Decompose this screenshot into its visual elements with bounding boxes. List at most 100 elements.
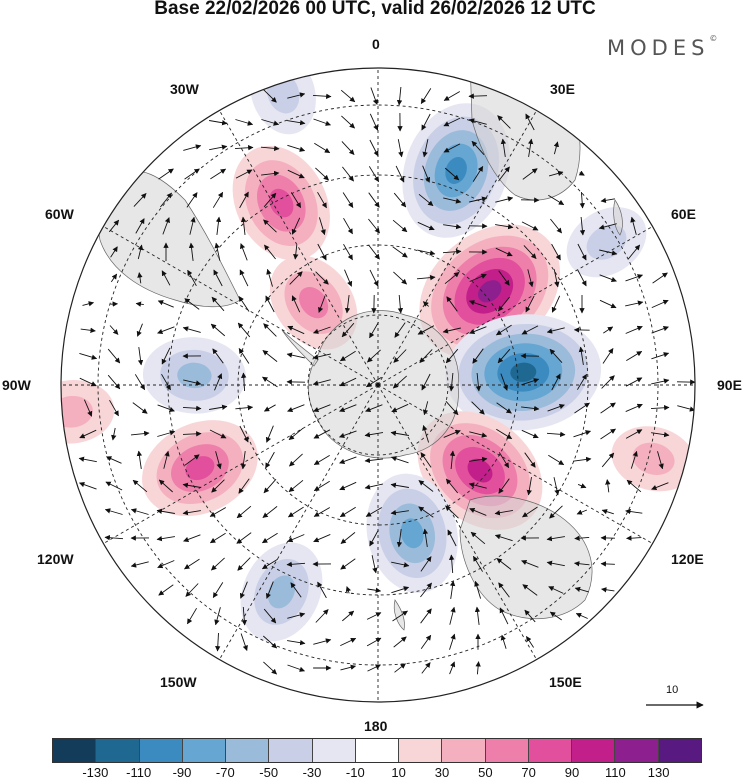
wind-vector xyxy=(442,327,461,334)
wind-vector xyxy=(187,607,197,625)
wind-vector xyxy=(215,216,222,235)
wind-vector xyxy=(420,582,432,598)
anomaly-contour xyxy=(477,280,502,303)
wind-vector xyxy=(236,505,252,519)
wind-vector xyxy=(551,373,561,391)
wind-vector xyxy=(368,192,380,208)
wind-vector xyxy=(448,372,455,392)
wind-vector xyxy=(290,582,302,598)
wind-vector xyxy=(577,269,587,287)
wind-vector xyxy=(265,295,275,313)
wind-vector xyxy=(626,535,642,541)
wind-vector xyxy=(287,506,304,518)
wind-vector xyxy=(263,404,276,412)
wind-vector xyxy=(422,301,429,307)
wind-vector xyxy=(236,532,252,544)
wind-vector xyxy=(469,431,488,438)
wind-vector xyxy=(468,93,488,99)
colorbar-swatch xyxy=(572,739,616,762)
wind-vector xyxy=(449,580,456,599)
wind-vector xyxy=(82,301,95,307)
wind-vector xyxy=(313,533,331,543)
wind-vector xyxy=(396,86,403,106)
wind-vector xyxy=(212,582,224,599)
wind-vector xyxy=(107,348,121,364)
anomaly-contour xyxy=(445,157,467,184)
wind-vector xyxy=(366,612,382,620)
wind-vector xyxy=(367,587,382,593)
wind-vector xyxy=(340,664,357,671)
wind-vector xyxy=(601,375,615,389)
wind-vector xyxy=(526,636,534,648)
wind-vector xyxy=(625,508,643,515)
wind-vector xyxy=(344,295,351,314)
wind-vector xyxy=(391,586,410,594)
wind-vector xyxy=(160,192,172,208)
wind-vector xyxy=(79,429,97,439)
wind-vector xyxy=(494,534,513,542)
wind-vector xyxy=(106,456,122,464)
colorbar xyxy=(52,738,702,763)
wind-vector xyxy=(130,561,149,568)
wind-vector xyxy=(313,455,330,465)
wind-vector xyxy=(367,349,381,363)
wind-vector xyxy=(449,450,456,470)
wind-vector xyxy=(182,431,202,437)
reference-vector-label: 10 xyxy=(666,684,679,696)
wind-vector xyxy=(261,558,278,570)
wind-vector xyxy=(210,168,227,180)
wind-vector xyxy=(444,271,460,285)
wind-vector xyxy=(500,634,507,649)
wind-vector xyxy=(344,269,353,287)
wind-vector xyxy=(315,271,329,285)
wind-vector xyxy=(313,638,332,645)
wind-vector xyxy=(553,141,559,155)
wind-vector xyxy=(553,477,560,496)
wind-vector xyxy=(422,401,429,416)
wind-vector xyxy=(287,144,306,152)
wind-vector xyxy=(498,166,510,182)
wind-vector xyxy=(312,326,331,334)
wind-vector xyxy=(342,192,354,208)
wind-vector xyxy=(449,606,456,625)
wind-vector xyxy=(104,534,124,541)
wind-vector xyxy=(209,120,228,126)
wind-vector xyxy=(475,661,481,675)
wind-vector xyxy=(345,586,351,594)
wind-vector xyxy=(209,429,227,439)
wind-vector xyxy=(287,404,305,413)
wind-vector xyxy=(495,247,513,257)
wind-vector xyxy=(574,586,589,593)
wind-vector xyxy=(137,244,144,260)
wind-vector xyxy=(394,322,406,338)
wind-vector xyxy=(341,141,355,155)
wind-vector xyxy=(573,561,590,567)
wind-vector xyxy=(651,378,670,385)
anomaly-contour xyxy=(185,456,215,481)
wind-vector xyxy=(211,296,225,312)
wind-vector xyxy=(392,246,408,258)
wind-vector xyxy=(262,635,278,649)
south-pole-dot xyxy=(376,383,380,387)
wind-vector xyxy=(573,456,592,463)
wind-vector xyxy=(213,269,223,287)
wind-vector xyxy=(521,221,539,231)
wind-vector xyxy=(289,453,303,467)
wind-vector xyxy=(183,144,202,151)
wind-vector xyxy=(343,243,353,261)
wind-vector xyxy=(262,506,278,518)
wind-vector xyxy=(287,325,305,335)
wind-vector xyxy=(420,556,432,572)
wind-vector xyxy=(137,272,143,284)
wind-vector xyxy=(184,298,200,310)
wind-vector xyxy=(397,139,404,158)
wind-vector xyxy=(468,300,487,308)
wind-vector xyxy=(548,454,565,466)
wind-vector xyxy=(578,346,585,365)
wind-vector xyxy=(341,115,355,129)
wind-vector xyxy=(238,478,250,494)
wind-vector xyxy=(240,633,248,652)
wind-vector xyxy=(111,427,117,441)
wind-vector xyxy=(182,405,202,411)
lon-label-90e: 90E xyxy=(717,377,742,393)
